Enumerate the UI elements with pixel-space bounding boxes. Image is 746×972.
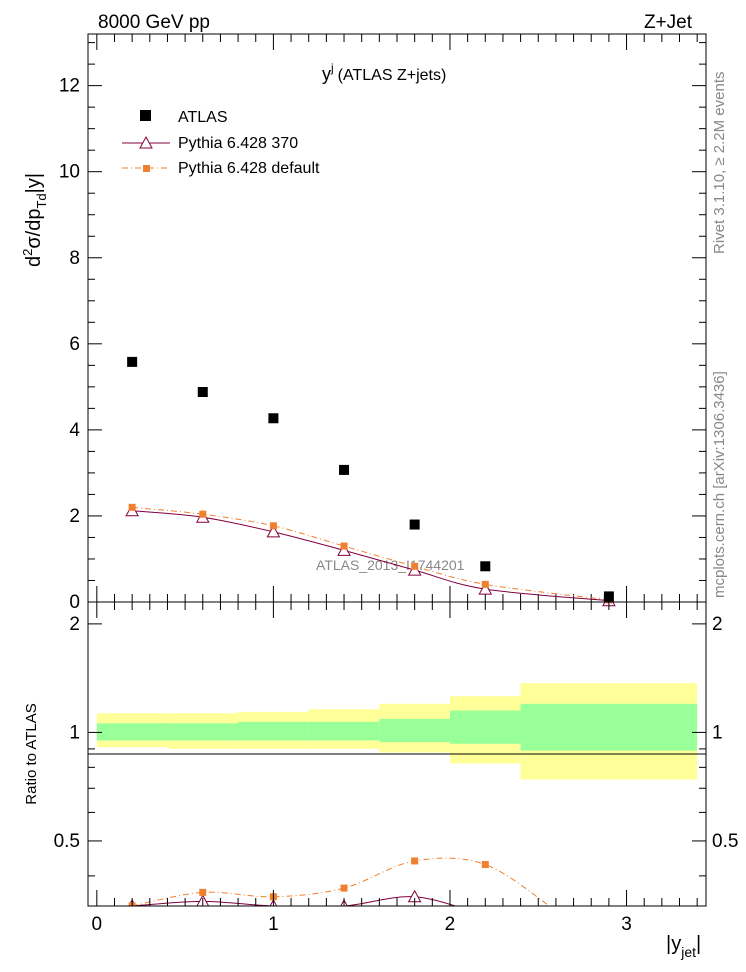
- ratio-panel: 0.5 0.5 1 1 2 2 0 1 2 3 Ratio to ATLAS |yjet|: [23, 601, 738, 960]
- rivet-label: Rivet 3.1.10, ≥ 2.2M events: [711, 72, 728, 255]
- main-y-tick-label: 0: [69, 592, 80, 613]
- legend-marker-pythia-default: [143, 165, 150, 172]
- ratio-x-tick-label: 2: [445, 914, 456, 935]
- point-atlas: [603, 591, 614, 602]
- band-inner-bin: [520, 703, 698, 751]
- ratio-series-clip: [128, 857, 559, 921]
- ratio-x-tick-label: 0: [92, 914, 103, 935]
- point-atlas: [480, 561, 491, 572]
- ratio-point-pythia-default: [340, 884, 348, 892]
- ratio-line-pythia-370: [132, 896, 457, 906]
- ratio-point-pythia-default: [411, 857, 419, 865]
- band-inner-bin: [238, 721, 309, 741]
- main-y-tick-label: 4: [69, 420, 80, 441]
- ratio-point-pythia-370: [479, 910, 491, 921]
- mcplots-label: mcplots.cern.ch [arXiv:1306.3436]: [711, 371, 728, 598]
- plot-title-main: y: [322, 64, 331, 84]
- plot-title-sup: j: [330, 61, 334, 75]
- ratio-point-pythia-default: [481, 861, 489, 869]
- plot-title: yj (ATLAS Z+jets): [322, 61, 446, 84]
- main-y-tick-label: 10: [59, 162, 80, 183]
- ratio-point-pythia-default: [552, 907, 559, 914]
- ratio-point-pythia-default: [199, 888, 207, 896]
- point-pythia-default: [269, 522, 277, 530]
- point-pythia-370: [266, 524, 281, 538]
- point-pythia-default: [411, 562, 419, 570]
- point-pythia-default: [481, 580, 489, 588]
- main-series-layer: [125, 356, 616, 607]
- point-pythia-default: [340, 542, 348, 550]
- main-y-tick-label: 12: [59, 76, 80, 97]
- ratio-x-tick-label: 1: [268, 914, 279, 935]
- main-x-ticks: [96, 34, 698, 602]
- ratio-y-tick-label-right: 2: [712, 614, 723, 635]
- point-atlas: [268, 413, 279, 424]
- point-atlas: [127, 356, 138, 367]
- series-line-pythia-370: [132, 510, 609, 602]
- band-inner-bin: [96, 723, 168, 741]
- legend-marker-atlas: [140, 110, 151, 121]
- ratio-y-tick-label: 1: [69, 722, 80, 743]
- band-inner-bin: [167, 723, 239, 741]
- point-pythia-default: [199, 510, 207, 518]
- ratio-x-ticks: 0 1 2 3: [92, 602, 698, 935]
- legend-label-atlas: ATLAS: [178, 109, 228, 126]
- main-y-tick-label: 8: [69, 248, 80, 269]
- header-right: Z+Jet: [644, 12, 693, 33]
- main-y-ticks: 0 2 4 6 8 10 12: [59, 42, 706, 613]
- band-inner-bin: [308, 721, 380, 741]
- main-y-tick-label: 2: [69, 506, 80, 527]
- point-atlas: [409, 519, 420, 530]
- main-panel: 0 2 4 6 8 10 12 yj (ATLAS Z+jets) ATLAS_2013_I1…: [20, 33, 707, 613]
- point-atlas: [197, 387, 208, 398]
- legend: ATLAS Pythia 6.428 370 Pythia 6.428 defa…: [122, 109, 320, 177]
- legend-label-pythia-370: Pythia 6.428 370: [178, 135, 298, 152]
- ratio-y-axis-label: Ratio to ATLAS: [23, 703, 40, 804]
- x-axis-label: |yjet|: [666, 933, 701, 960]
- legend-label-pythia-default: Pythia 6.428 default: [178, 160, 320, 177]
- main-y-tick-label: 6: [69, 334, 80, 355]
- legend-marker-pythia-370: [139, 135, 153, 149]
- header-left: 8000 GeV pp: [98, 12, 210, 33]
- point-pythia-370: [478, 582, 493, 595]
- point-atlas: [339, 464, 350, 475]
- ratio-y-ticks: 0.5 0.5 1 1 2 2: [54, 614, 738, 877]
- ratio-y-tick-label-right: 1: [712, 722, 723, 743]
- band-inner-bin: [449, 710, 521, 744]
- ratio-y-tick-label: 0.5: [54, 831, 80, 852]
- plot-title-rest: (ATLAS Z+jets): [338, 67, 447, 84]
- ratio-y-tick-label-right: 0.5: [712, 831, 738, 852]
- point-pythia-default: [128, 503, 136, 511]
- analysis-watermark: ATLAS_2013_I1744201: [316, 557, 465, 573]
- ratio-x-tick-label: 3: [621, 914, 632, 935]
- band-inner-bin: [379, 718, 450, 743]
- main-y-axis-label: d2σ/dpTd|y|: [20, 173, 49, 267]
- point-pythia-370: [337, 543, 351, 556]
- ratio-series-layer: [128, 857, 559, 921]
- ratio-bands: [96, 683, 698, 780]
- ratio-y-tick-label: 2: [69, 614, 80, 635]
